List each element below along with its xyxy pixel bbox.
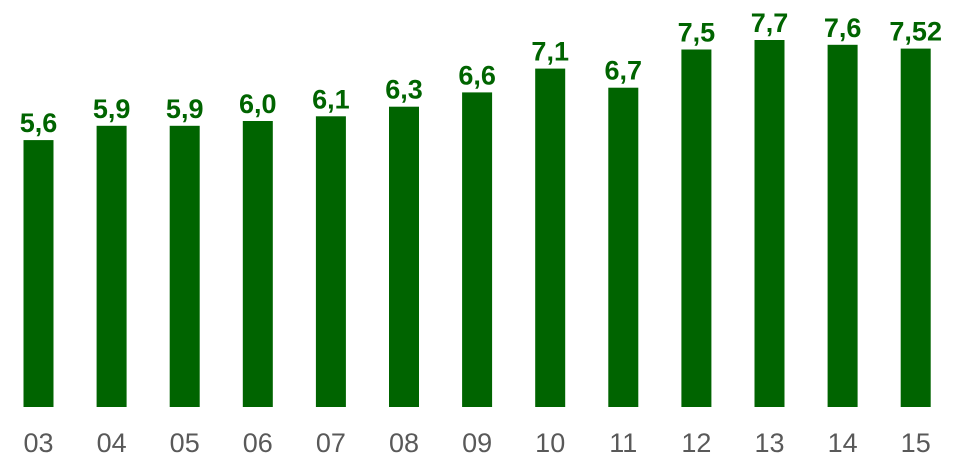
value-label-08: 6,3 (385, 75, 423, 105)
bar-14 (827, 44, 858, 408)
x-tick-label-04: 04 (97, 428, 127, 458)
x-tick-label-09: 09 (462, 428, 492, 458)
x-tick-label-06: 06 (243, 428, 273, 458)
value-label-03: 5,6 (20, 108, 58, 138)
x-tick-label-14: 14 (828, 428, 858, 458)
bars-group (23, 40, 931, 408)
value-label-11: 6,7 (605, 56, 643, 86)
bar-09 (462, 92, 493, 408)
value-labels-group: 5,6 5,9 5,9 6,0 6,1 6,3 6,6 7,1 6,7 7,5 7,7 7,6 7,52 (20, 8, 942, 138)
bar-13 (754, 40, 785, 407)
bar-10 (535, 68, 566, 407)
value-label-10: 7,1 (531, 37, 569, 67)
bar-11 (608, 87, 639, 407)
x-tick-label-12: 12 (681, 428, 711, 458)
value-label-09: 6,6 (458, 60, 496, 90)
value-label-07: 6,1 (312, 84, 350, 114)
value-label-14: 7,6 (824, 13, 862, 43)
x-tick-label-05: 05 (170, 428, 200, 458)
x-tick-label-15: 15 (901, 428, 931, 458)
x-tick-label-08: 08 (389, 428, 419, 458)
bar-03 (23, 140, 54, 407)
x-axis-tick-labels: 03 04 05 06 07 08 09 10 11 12 13 14 15 (23, 428, 930, 458)
bar-12 (681, 49, 712, 407)
bar-05 (169, 125, 200, 408)
value-label-04: 5,9 (93, 94, 131, 124)
value-label-13: 7,7 (751, 8, 789, 38)
bar-07 (315, 116, 346, 408)
x-tick-label-11: 11 (609, 428, 637, 458)
x-tick-label-03: 03 (23, 428, 53, 458)
value-label-05: 5,9 (166, 94, 204, 124)
value-label-06: 6,0 (239, 89, 277, 119)
bar-06 (242, 121, 273, 407)
bar-04 (96, 125, 127, 408)
value-label-15: 7,52 (889, 17, 942, 47)
bar-15 (900, 48, 931, 407)
x-tick-label-10: 10 (535, 428, 565, 458)
x-tick-label-13: 13 (754, 428, 784, 458)
value-label-12: 7,5 (678, 18, 716, 48)
x-tick-label-07: 07 (316, 428, 346, 458)
bar-08 (389, 106, 419, 407)
